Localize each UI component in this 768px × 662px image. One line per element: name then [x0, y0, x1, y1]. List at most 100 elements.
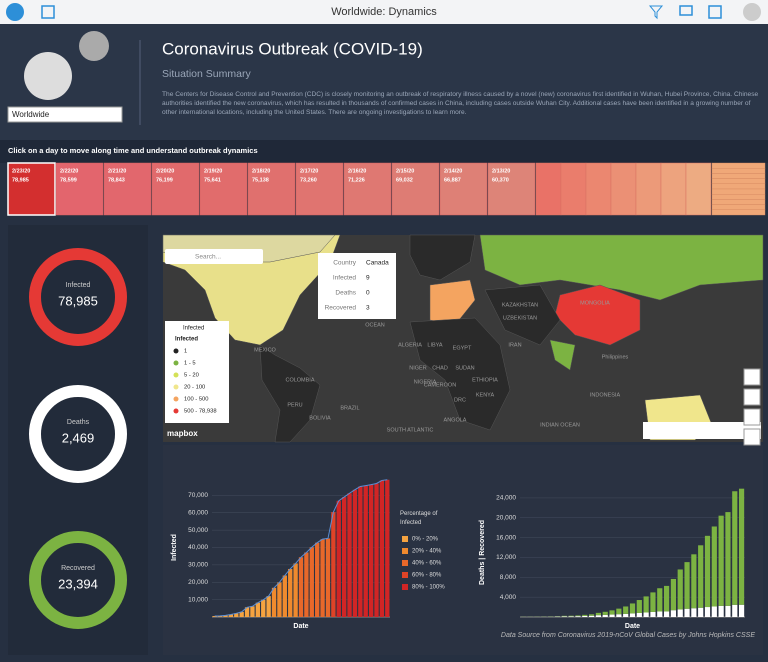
timeline-day[interactable]: [199, 162, 248, 216]
bar[interactable]: [336, 500, 341, 617]
country[interactable]: [259, 344, 321, 443]
bar-segment[interactable]: [732, 491, 738, 605]
bar[interactable]: [239, 611, 244, 617]
bar-segment[interactable]: [739, 604, 745, 617]
bar[interactable]: [234, 613, 239, 617]
bar-segment[interactable]: [561, 615, 567, 617]
app-icon[interactable]: [6, 3, 24, 21]
bar-segment[interactable]: [670, 610, 676, 617]
timeline-day[interactable]: [711, 188, 766, 195]
bar[interactable]: [288, 568, 293, 617]
bar-segment[interactable]: [595, 615, 601, 617]
timeline-day[interactable]: [711, 204, 766, 211]
bar-segment[interactable]: [698, 607, 704, 617]
timeline-day[interactable]: [610, 162, 637, 216]
map-control[interactable]: [743, 368, 761, 386]
bar[interactable]: [282, 575, 287, 617]
bar[interactable]: [341, 497, 347, 617]
timeline-day[interactable]: [487, 162, 536, 216]
timeline-day[interactable]: [535, 162, 562, 216]
country[interactable]: [429, 279, 476, 326]
country[interactable]: [479, 234, 764, 301]
timeline-day[interactable]: [247, 162, 296, 216]
timeline-day[interactable]: [103, 162, 152, 216]
bar-segment[interactable]: [718, 515, 724, 606]
bar-segment[interactable]: [650, 592, 656, 612]
timeline-day[interactable]: [711, 178, 766, 185]
bar-segment[interactable]: [664, 585, 670, 612]
timeline-day[interactable]: [711, 209, 766, 216]
timeline-day[interactable]: [711, 162, 766, 169]
bar[interactable]: [363, 485, 368, 617]
map-control[interactable]: [743, 428, 761, 446]
bar-segment[interactable]: [725, 512, 731, 606]
bar-segment[interactable]: [725, 605, 731, 617]
bar[interactable]: [358, 486, 363, 617]
timeline-day[interactable]: [7, 162, 56, 216]
bar[interactable]: [368, 484, 374, 617]
bar-segment[interactable]: [568, 615, 574, 617]
bar-segment[interactable]: [602, 614, 608, 617]
bar-segment[interactable]: [595, 612, 601, 616]
bar[interactable]: [261, 599, 266, 617]
map-search[interactable]: [165, 249, 263, 264]
bar[interactable]: [385, 479, 390, 617]
bar-segment[interactable]: [684, 562, 690, 609]
bar-segment[interactable]: [616, 608, 622, 615]
bar[interactable]: [255, 602, 261, 617]
timeline-day[interactable]: [711, 173, 766, 179]
map-control[interactable]: [743, 408, 761, 426]
timeline-day[interactable]: [711, 199, 766, 205]
bar[interactable]: [228, 614, 234, 617]
bar-segment[interactable]: [711, 606, 717, 617]
bar-segment[interactable]: [568, 616, 574, 617]
bar-segment[interactable]: [677, 609, 683, 617]
bar[interactable]: [331, 512, 336, 617]
country[interactable]: [549, 339, 576, 371]
bar-segment[interactable]: [629, 613, 636, 617]
dropdown-value[interactable]: Worldwide: [12, 110, 50, 119]
bar-segment[interactable]: [718, 605, 724, 617]
bar-segment[interactable]: [698, 545, 704, 608]
bar[interactable]: [277, 582, 282, 617]
bar-segment[interactable]: [732, 604, 738, 617]
bar-segment[interactable]: [609, 614, 615, 617]
bar-segment[interactable]: [677, 569, 683, 610]
bar[interactable]: [347, 493, 352, 617]
filter-icon[interactable]: [648, 5, 664, 20]
bar-segment[interactable]: [684, 608, 690, 617]
bar-segment[interactable]: [643, 612, 649, 617]
bar-segment[interactable]: [629, 603, 636, 614]
bar-segment[interactable]: [664, 611, 670, 617]
dropdown[interactable]: [7, 106, 123, 123]
comment-icon[interactable]: [679, 5, 693, 16]
bar[interactable]: [217, 615, 223, 617]
timeline-day[interactable]: [635, 162, 662, 216]
timeline-day[interactable]: [55, 162, 104, 216]
timeline-day[interactable]: [295, 162, 344, 216]
bar-segment[interactable]: [609, 610, 615, 615]
bar[interactable]: [320, 539, 325, 617]
bar[interactable]: [271, 587, 277, 617]
bar-segment[interactable]: [575, 616, 581, 617]
bar[interactable]: [352, 489, 358, 617]
bar-segment[interactable]: [739, 488, 745, 605]
bar-segment[interactable]: [623, 613, 629, 617]
bar-segment[interactable]: [582, 614, 588, 616]
bar[interactable]: [374, 483, 379, 617]
timeline-day[interactable]: [343, 162, 392, 216]
bar-segment[interactable]: [711, 526, 717, 607]
timeline-day[interactable]: [711, 193, 766, 200]
bar-segment[interactable]: [670, 578, 676, 611]
avatar[interactable]: [743, 3, 761, 21]
bar[interactable]: [325, 538, 331, 617]
bar-segment[interactable]: [657, 588, 663, 612]
timeline-day[interactable]: [391, 162, 440, 216]
map-control[interactable]: [743, 388, 761, 406]
bar[interactable]: [244, 607, 250, 617]
bar-segment[interactable]: [691, 608, 697, 617]
bar-segment[interactable]: [691, 554, 697, 609]
bar[interactable]: [315, 542, 320, 617]
bar-segment[interactable]: [623, 606, 629, 614]
bar[interactable]: [309, 547, 314, 617]
